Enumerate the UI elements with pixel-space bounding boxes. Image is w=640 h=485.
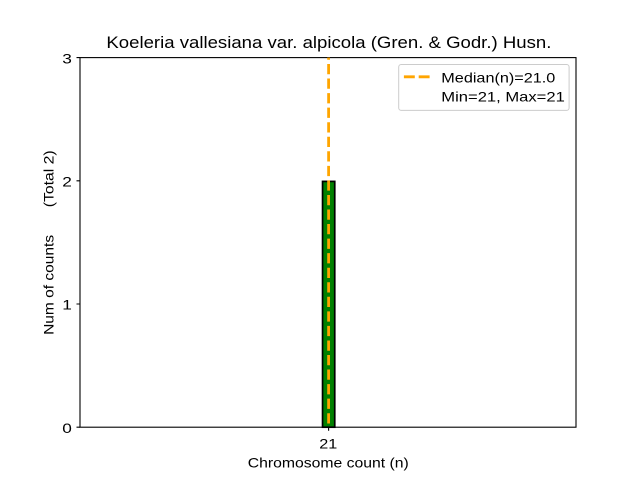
svg-text:0: 0 bbox=[62, 420, 72, 436]
svg-text:3: 3 bbox=[62, 50, 72, 66]
svg-text:Num of counts: Num of counts bbox=[40, 235, 56, 335]
svg-text:Chromosome count (n): Chromosome count (n) bbox=[248, 454, 409, 470]
svg-text:Median(n)=21.0: Median(n)=21.0 bbox=[441, 70, 555, 86]
svg-text:21: 21 bbox=[319, 436, 337, 452]
svg-text:Koeleria vallesiana var. alpic: Koeleria vallesiana var. alpicola (Gren.… bbox=[106, 33, 551, 52]
svg-text:(Total 2): (Total 2) bbox=[40, 150, 56, 207]
svg-text:Min=21, Max=21: Min=21, Max=21 bbox=[441, 88, 565, 104]
svg-text:2: 2 bbox=[62, 174, 72, 190]
svg-text:1: 1 bbox=[62, 297, 72, 313]
